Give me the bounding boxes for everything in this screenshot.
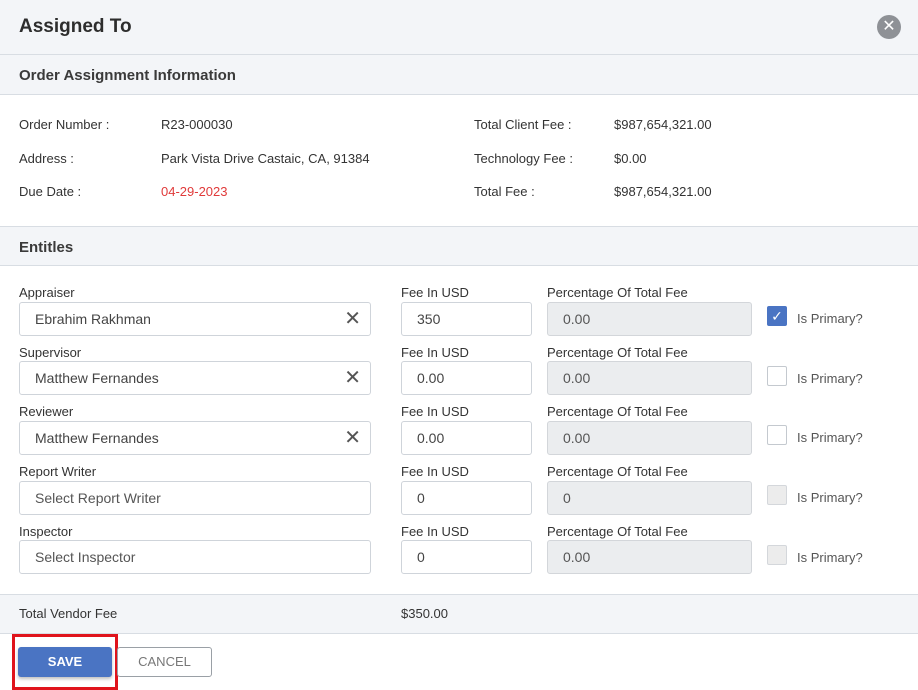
report-writer-fee-input[interactable]: 0 xyxy=(401,481,532,515)
supervisor-fee-input[interactable]: 0.00 xyxy=(401,361,532,395)
is-primary-label: Is Primary? xyxy=(797,550,863,565)
modal-title: Assigned To xyxy=(19,16,132,37)
reviewer-label: Reviewer xyxy=(19,404,74,419)
order-info-heading: Order Assignment Information xyxy=(0,55,918,95)
percentage-label: Percentage Of Total Fee xyxy=(547,524,688,539)
order-number-label: Order Number : xyxy=(19,117,110,132)
address-value: Park Vista Drive Castaic, CA, 91384 xyxy=(161,151,370,166)
address-label: Address : xyxy=(19,151,74,166)
percentage-label: Percentage Of Total Fee xyxy=(547,464,688,479)
report-writer-primary-checkbox[interactable] xyxy=(767,485,787,505)
fee-label: Fee In USD xyxy=(401,464,469,479)
technology-fee-value: $0.00 xyxy=(614,151,647,166)
appraiser-percentage-field: 0.00 xyxy=(547,302,752,336)
appraiser-select[interactable]: Ebrahim Rakhman ✕ xyxy=(19,302,371,336)
order-number-value: R23-000030 xyxy=(161,117,233,132)
inspector-placeholder: Select Inspector xyxy=(35,549,136,565)
clear-icon[interactable]: ✕ xyxy=(344,367,361,389)
fee-label: Fee In USD xyxy=(401,345,469,360)
total-vendor-fee-label: Total Vendor Fee xyxy=(19,606,118,621)
fee-label: Fee In USD xyxy=(401,404,469,419)
fee-label: Fee In USD xyxy=(401,285,469,300)
percentage-label: Percentage Of Total Fee xyxy=(547,285,688,300)
appraiser-fee-input[interactable]: 350 xyxy=(401,302,532,336)
inspector-primary-checkbox[interactable] xyxy=(767,545,787,565)
fee-label: Fee In USD xyxy=(401,524,469,539)
clear-icon[interactable]: ✕ xyxy=(344,427,361,449)
appraiser-label: Appraiser xyxy=(19,285,75,300)
reviewer-fee-input[interactable]: 0.00 xyxy=(401,421,532,455)
supervisor-primary-checkbox[interactable] xyxy=(767,366,787,386)
clear-icon[interactable]: ✕ xyxy=(344,308,361,330)
inspector-label: Inspector xyxy=(19,524,73,539)
cancel-button[interactable]: CANCEL xyxy=(117,647,212,677)
total-fee-label: Total Fee : xyxy=(474,184,535,199)
supervisor-label: Supervisor xyxy=(19,345,82,360)
entities-heading: Entitles xyxy=(0,226,918,266)
supervisor-value: Matthew Fernandes xyxy=(35,370,159,386)
entities-title: Entitles xyxy=(19,239,74,256)
save-button[interactable]: SAVE xyxy=(18,647,112,677)
due-date-value: 04-29-2023 xyxy=(161,184,228,199)
total-vendor-fee-value: $350.00 xyxy=(401,606,448,621)
reviewer-percentage-field: 0.00 xyxy=(547,421,752,455)
supervisor-select[interactable]: Matthew Fernandes ✕ xyxy=(19,361,371,395)
total-client-fee-label: Total Client Fee : xyxy=(474,117,572,132)
report-writer-placeholder: Select Report Writer xyxy=(35,490,161,506)
modal-header: Assigned To ✕ xyxy=(0,0,918,55)
report-writer-percentage-field: 0 xyxy=(547,481,752,515)
total-client-fee-value: $987,654,321.00 xyxy=(614,117,712,132)
order-info-title: Order Assignment Information xyxy=(19,67,236,84)
is-primary-label: Is Primary? xyxy=(797,311,863,326)
percentage-label: Percentage Of Total Fee xyxy=(547,404,688,419)
appraiser-primary-checkbox[interactable]: ✓ xyxy=(767,306,787,326)
is-primary-label: Is Primary? xyxy=(797,430,863,445)
due-date-label: Due Date : xyxy=(19,184,82,199)
appraiser-value: Ebrahim Rakhman xyxy=(35,311,151,327)
close-icon[interactable]: ✕ xyxy=(877,15,901,39)
total-vendor-fee-bar: Total Vendor Fee $350.00 xyxy=(0,594,918,634)
reviewer-value: Matthew Fernandes xyxy=(35,430,159,446)
percentage-label: Percentage Of Total Fee xyxy=(547,345,688,360)
is-primary-label: Is Primary? xyxy=(797,371,863,386)
technology-fee-label: Technology Fee : xyxy=(474,151,574,166)
save-button-highlight xyxy=(12,634,118,690)
reviewer-primary-checkbox[interactable] xyxy=(767,425,787,445)
supervisor-percentage-field: 0.00 xyxy=(547,361,752,395)
inspector-percentage-field: 0.00 xyxy=(547,540,752,574)
total-fee-value: $987,654,321.00 xyxy=(614,184,712,199)
report-writer-label: Report Writer xyxy=(19,464,97,479)
report-writer-select[interactable]: Select Report Writer xyxy=(19,481,371,515)
reviewer-select[interactable]: Matthew Fernandes ✕ xyxy=(19,421,371,455)
inspector-fee-input[interactable]: 0 xyxy=(401,540,532,574)
inspector-select[interactable]: Select Inspector xyxy=(19,540,371,574)
is-primary-label: Is Primary? xyxy=(797,490,863,505)
